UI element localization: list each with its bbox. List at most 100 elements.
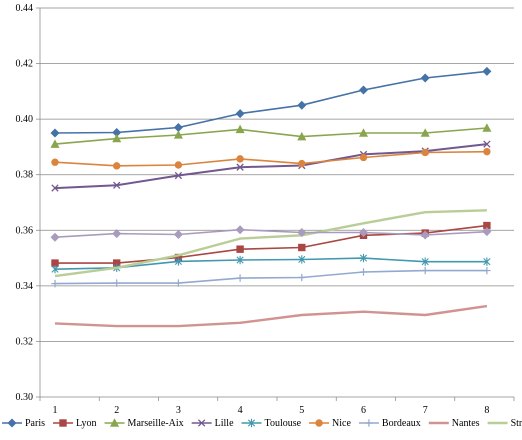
data-point [236, 155, 244, 163]
data-point [421, 257, 429, 266]
x-tick-label: 6 [361, 405, 366, 416]
data-point [421, 266, 429, 275]
data-point [358, 85, 369, 95]
data-point [110, 418, 120, 427]
data-point [482, 227, 492, 237]
data-point [50, 232, 60, 242]
data-point [51, 279, 59, 288]
data-point [297, 228, 307, 238]
data-point [247, 418, 256, 428]
data-point [113, 162, 121, 170]
series-line [54, 228, 487, 238]
data-point [173, 130, 183, 139]
legend-label: Toulouse [265, 418, 302, 429]
data-point [50, 139, 60, 148]
legend-item-toulouse: Toulouse [241, 418, 302, 429]
legend-label: Bordeaux [382, 418, 421, 429]
data-point [420, 73, 430, 83]
data-point [298, 273, 306, 282]
data-point [421, 148, 429, 157]
data-point [483, 257, 491, 266]
series-line [54, 70, 487, 134]
y-tick-label: 0.42 [16, 59, 34, 70]
x-tick-label: 5 [299, 405, 304, 416]
series-line [54, 209, 487, 278]
series-strasbourg [54, 209, 487, 278]
data-point [51, 264, 59, 274]
y-tick-label: 0.30 [16, 392, 34, 403]
data-point [359, 153, 368, 162]
data-point [236, 245, 244, 253]
legend-item-marseille-aix: Marseille-Aix [104, 418, 184, 429]
x-tick-label: 3 [176, 405, 181, 416]
series-line [54, 304, 488, 328]
data-point [298, 255, 306, 264]
data-point [173, 229, 183, 239]
grid-layer [40, 7, 514, 342]
legend-item-bordeaux: Bordeaux [358, 418, 421, 429]
y-tick-label: 0.32 [16, 336, 34, 347]
data-point [173, 122, 183, 132]
data-point [483, 147, 491, 156]
legend-label: Marseille-Aix [128, 418, 184, 429]
data-point [298, 243, 306, 252]
data-point [297, 131, 307, 141]
data-point [420, 230, 430, 240]
data-point [235, 124, 245, 134]
series-layer [50, 66, 492, 328]
data-point [50, 128, 60, 138]
legend-item-strasbourg: Strasbourg [487, 418, 522, 429]
series-nantes [54, 304, 488, 328]
data-point [235, 109, 245, 119]
legend-item-nantes: Nantes [428, 418, 480, 429]
data-point [174, 279, 183, 287]
data-point [315, 419, 323, 427]
legend-item-nice: Nice [309, 418, 351, 429]
data-point [174, 171, 183, 180]
legend-label: Lyon [76, 418, 97, 429]
data-point [112, 133, 122, 143]
x-tick-label: 8 [484, 405, 489, 416]
legend-item-lille: Lille [191, 418, 234, 429]
legend-label: Strasbourg [511, 418, 522, 429]
series-line [54, 150, 487, 167]
legend-item-paris: Paris [2, 418, 45, 429]
data-point [113, 279, 121, 287]
legend-label: Lille [215, 418, 234, 429]
data-point [297, 100, 307, 110]
y-tick-label: 0.36 [16, 225, 34, 236]
data-point [359, 253, 368, 263]
data-point [236, 255, 244, 265]
legend: Paris Lyon Marseille-Aix Lille Toulouse Nice B… [2, 418, 522, 429]
data-point [482, 66, 492, 76]
series-marseille-aix [50, 123, 492, 148]
data-point [7, 418, 17, 428]
series-bordeaux [51, 266, 491, 288]
legend-label: Nice [332, 418, 351, 429]
data-point [236, 274, 244, 282]
x-tick-label: 4 [238, 405, 243, 416]
data-point [174, 257, 182, 266]
data-point [113, 181, 121, 189]
x-tick-label: 1 [53, 405, 58, 416]
data-point [358, 228, 369, 238]
data-point [358, 128, 369, 137]
data-point [51, 184, 59, 192]
data-point [174, 161, 183, 169]
y-tick-label: 0.34 [16, 281, 34, 292]
data-point [483, 140, 491, 148]
series-line [54, 143, 488, 190]
axis-layer: 0.30 0.32 0.34 0.36 0.38 0.40 0.42 0.44 1 2 3 4 5 6 7 8 [16, 3, 515, 416]
series-nice [51, 147, 491, 170]
series-paris [50, 66, 492, 138]
data-point [235, 225, 245, 235]
data-point [298, 159, 306, 168]
legend-label: Nantes [452, 418, 480, 429]
x-tick-label: 2 [114, 405, 119, 416]
legend-item-lyon: Lyon [53, 418, 97, 429]
data-point [359, 268, 368, 276]
data-point [483, 266, 491, 275]
x-tick-label: 7 [423, 405, 428, 416]
y-tick-label: 0.44 [16, 3, 34, 14]
